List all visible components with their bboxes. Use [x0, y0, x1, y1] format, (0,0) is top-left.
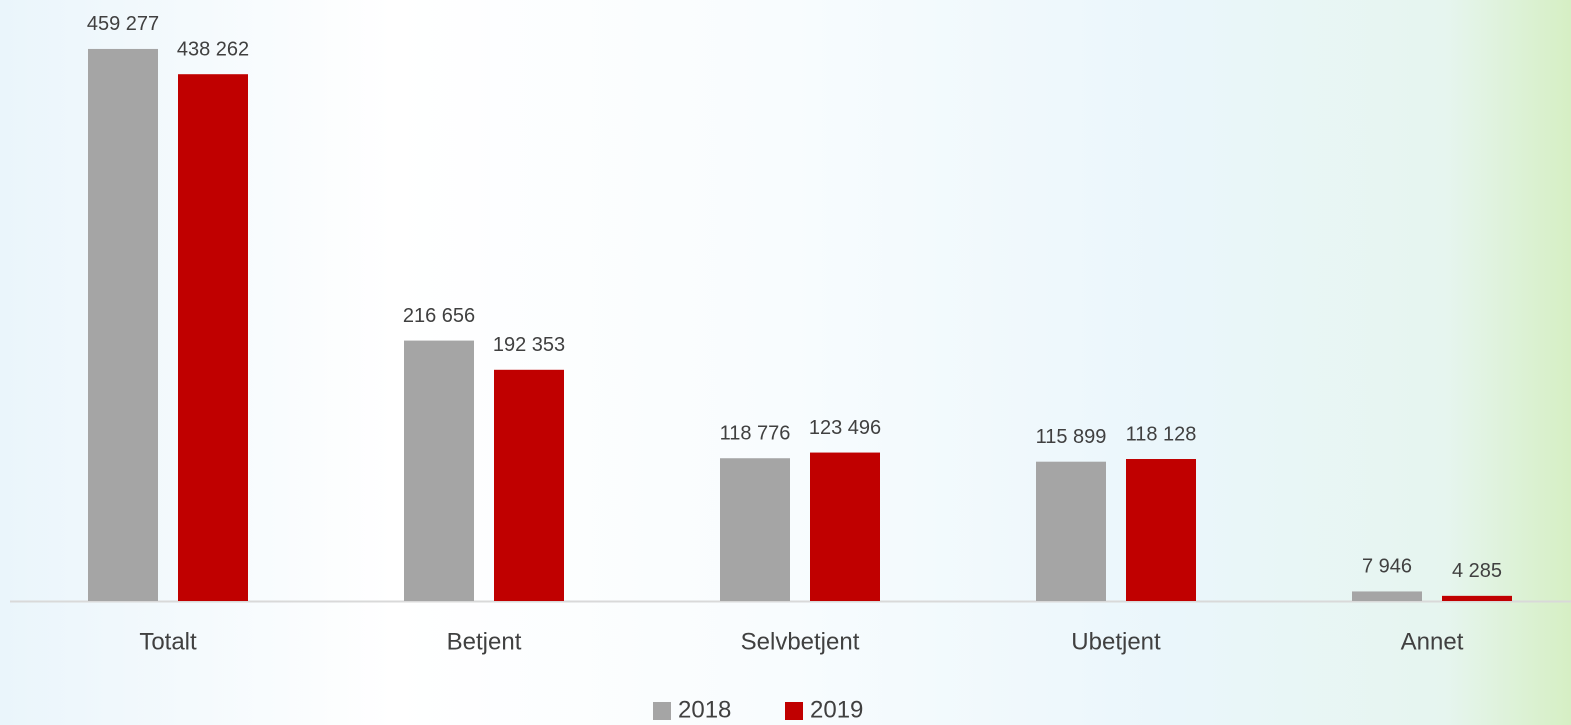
- data-label: 4 285: [1452, 560, 1502, 582]
- bar: [1352, 591, 1422, 601]
- data-label: 216 656: [403, 305, 475, 327]
- x-tick-label: Totalt: [139, 628, 197, 655]
- x-tick-label: Selvbetjent: [741, 628, 860, 655]
- data-label: 192 353: [493, 334, 565, 356]
- legend-label: 2019: [810, 696, 863, 723]
- bar: [1126, 459, 1196, 601]
- data-label: 118 128: [1126, 423, 1197, 445]
- legend-label: 2018: [678, 696, 731, 723]
- data-label: 438 262: [177, 38, 249, 60]
- x-tick-label: Betjent: [447, 628, 522, 655]
- data-label: 118 776: [720, 423, 791, 445]
- legend-swatch: [785, 702, 803, 720]
- bar: [720, 458, 790, 601]
- bar: [810, 452, 880, 601]
- bar: [1036, 461, 1106, 601]
- bar: [494, 369, 564, 601]
- data-label: 123 496: [809, 417, 881, 439]
- bar: [404, 340, 474, 601]
- x-tick-label: Annet: [1401, 628, 1464, 655]
- bar: [178, 74, 248, 601]
- legend-swatch: [653, 702, 671, 720]
- data-label: 7 946: [1362, 556, 1412, 578]
- data-label: 115 899: [1036, 426, 1107, 448]
- bar: [88, 48, 158, 602]
- x-tick-label: Ubetjent: [1071, 628, 1161, 655]
- data-label: 459 277: [87, 13, 159, 35]
- bar: [1442, 595, 1512, 601]
